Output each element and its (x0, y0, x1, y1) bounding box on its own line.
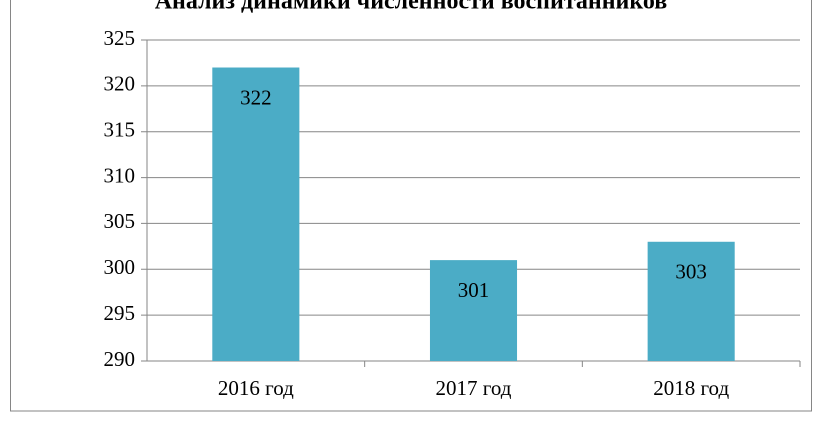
data-label: 301 (458, 278, 490, 302)
bar (647, 241, 735, 361)
y-tick-label: 290 (104, 347, 136, 371)
y-tick-label: 325 (104, 26, 136, 50)
x-tick-label: 2018 год (653, 376, 729, 400)
y-tick-label: 295 (104, 301, 136, 325)
y-tick-label: 320 (104, 72, 136, 96)
x-tick-label: 2016 год (218, 376, 294, 400)
chart-title: Анализ динамики численности воспитаннико… (155, 0, 668, 15)
data-label: 303 (675, 260, 707, 284)
x-tick-label: 2017 год (436, 376, 512, 400)
y-tick-label: 310 (104, 163, 136, 187)
y-tick-label: 305 (104, 209, 136, 233)
y-tick-label: 300 (104, 255, 136, 279)
y-tick-label: 315 (104, 118, 136, 142)
bar (429, 260, 518, 361)
data-label: 322 (240, 85, 272, 109)
bar (212, 67, 300, 361)
